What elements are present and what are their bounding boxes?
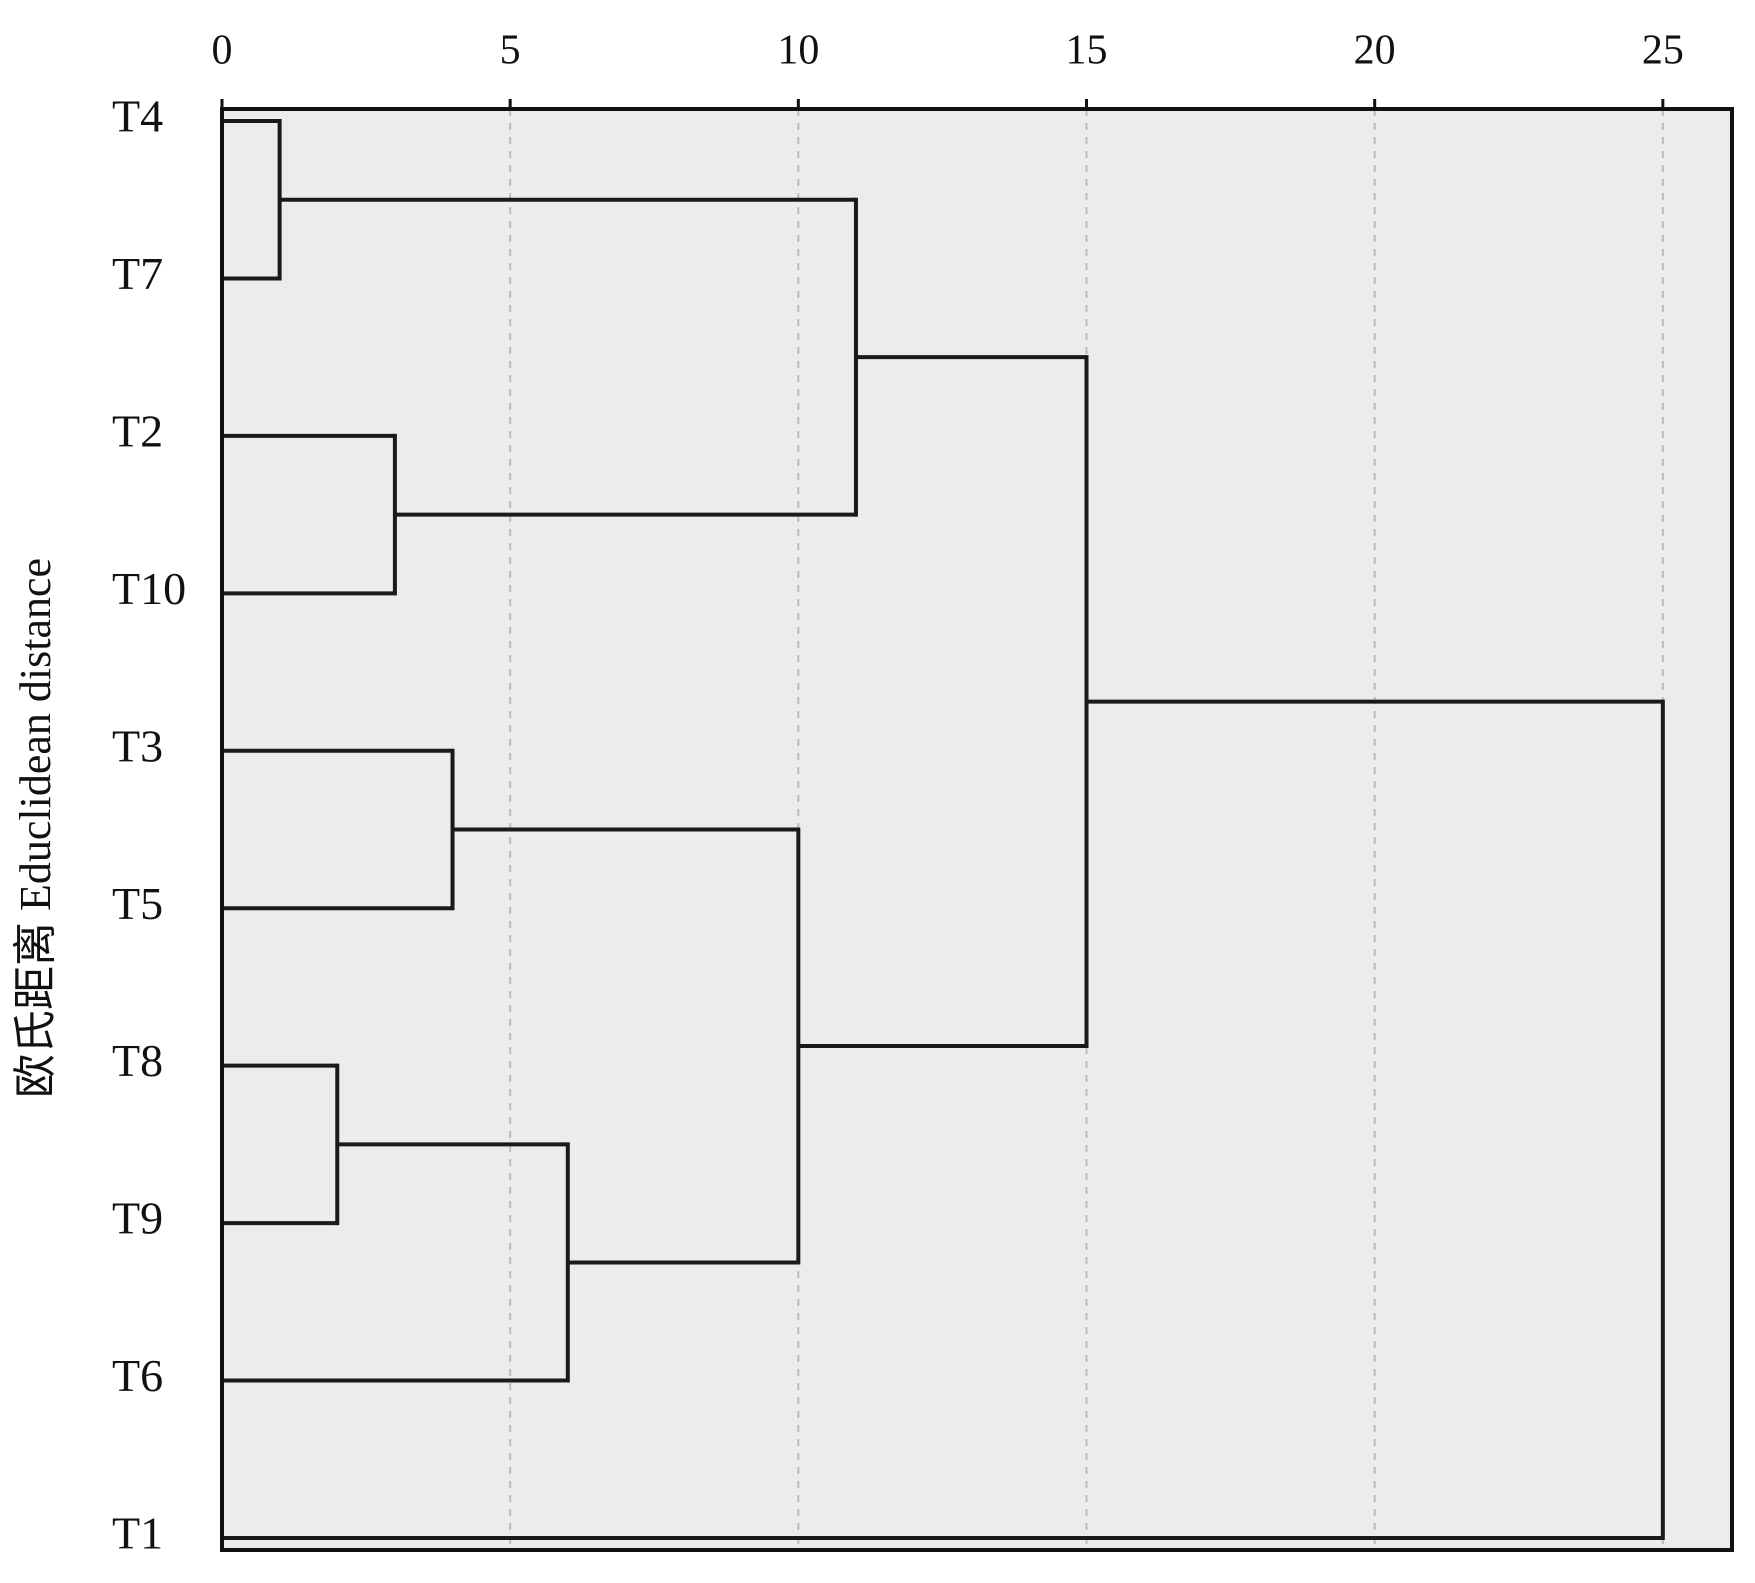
leaf-label: T4 [112, 91, 163, 142]
leaf-label: T9 [112, 1193, 163, 1244]
plot-area [222, 109, 1732, 1550]
x-tick-label: 10 [777, 28, 819, 74]
leaf-label: T8 [112, 1035, 163, 1086]
x-tick-label: 25 [1642, 28, 1684, 74]
leaf-label: T3 [112, 720, 163, 771]
leaf-label: T10 [112, 563, 186, 614]
leaf-label: T1 [112, 1508, 163, 1559]
leaf-label: T2 [112, 405, 163, 456]
x-tick-label: 0 [212, 28, 233, 74]
y-axis-title: 欧氏距离 Educlidean distance [11, 558, 60, 1098]
plot-frame [220, 107, 1734, 1552]
x-tick-label: 20 [1354, 28, 1396, 74]
x-tick-label: 5 [500, 28, 521, 74]
leaf-label: T6 [112, 1350, 163, 1401]
x-tick-label: 15 [1066, 28, 1108, 74]
leaf-label: T5 [112, 878, 163, 929]
leaf-label: T7 [112, 248, 163, 299]
